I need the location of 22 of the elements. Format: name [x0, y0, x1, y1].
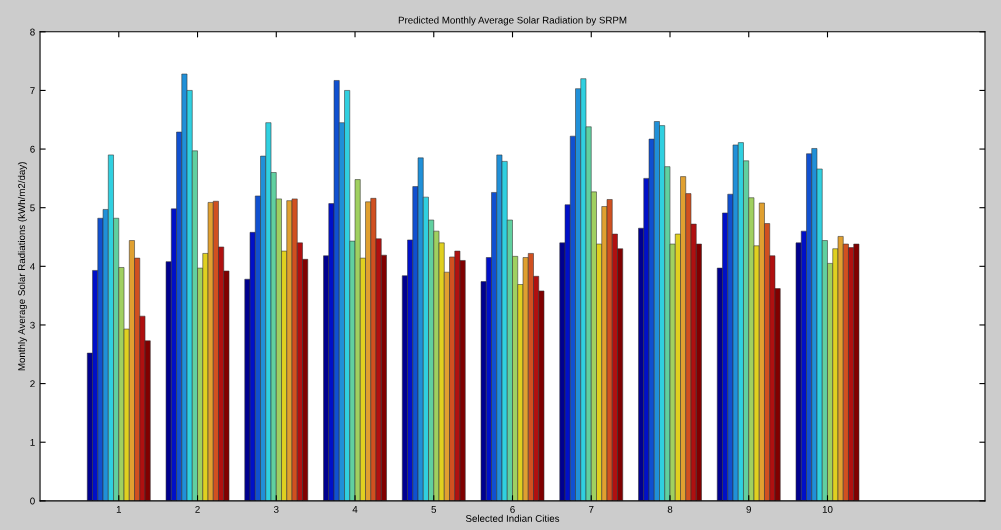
y-tick-label: 8 — [30, 28, 35, 36]
y-tick-label: 0 — [30, 497, 35, 505]
x-tick-label: 2 — [195, 505, 200, 513]
x-tick-label: 1 — [116, 506, 122, 513]
x-tick-label: 4 — [352, 506, 358, 513]
y-tick-label: 5 — [30, 204, 35, 212]
y-tick-label: 6 — [30, 145, 35, 153]
y-tick-label: 4 — [30, 263, 35, 270]
x-tick-label: 8 — [667, 505, 673, 513]
x-tick-label: 5 — [431, 506, 437, 513]
x-tick-label: 7 — [589, 506, 594, 513]
chart-title: Predicted Monthly Average Solar Radiation by SRPM — [398, 16, 627, 26]
x-tick-label: 10 — [822, 505, 833, 513]
y-tick-label: 2 — [30, 380, 35, 388]
y-tick-label: 3 — [30, 321, 35, 329]
x-tick-label: 6 — [510, 505, 515, 513]
y-tick-label: 7 — [30, 87, 35, 94]
x-tick-label: 3 — [273, 505, 279, 513]
x-axis-title: Selected Indian Cities — [465, 514, 560, 522]
y-axis-title: Monthly Average Solar Radiations (kWh/m2/day) — [17, 162, 27, 371]
y-tick-label: 1 — [30, 439, 35, 446]
x-tick-label: 9 — [746, 505, 751, 513]
